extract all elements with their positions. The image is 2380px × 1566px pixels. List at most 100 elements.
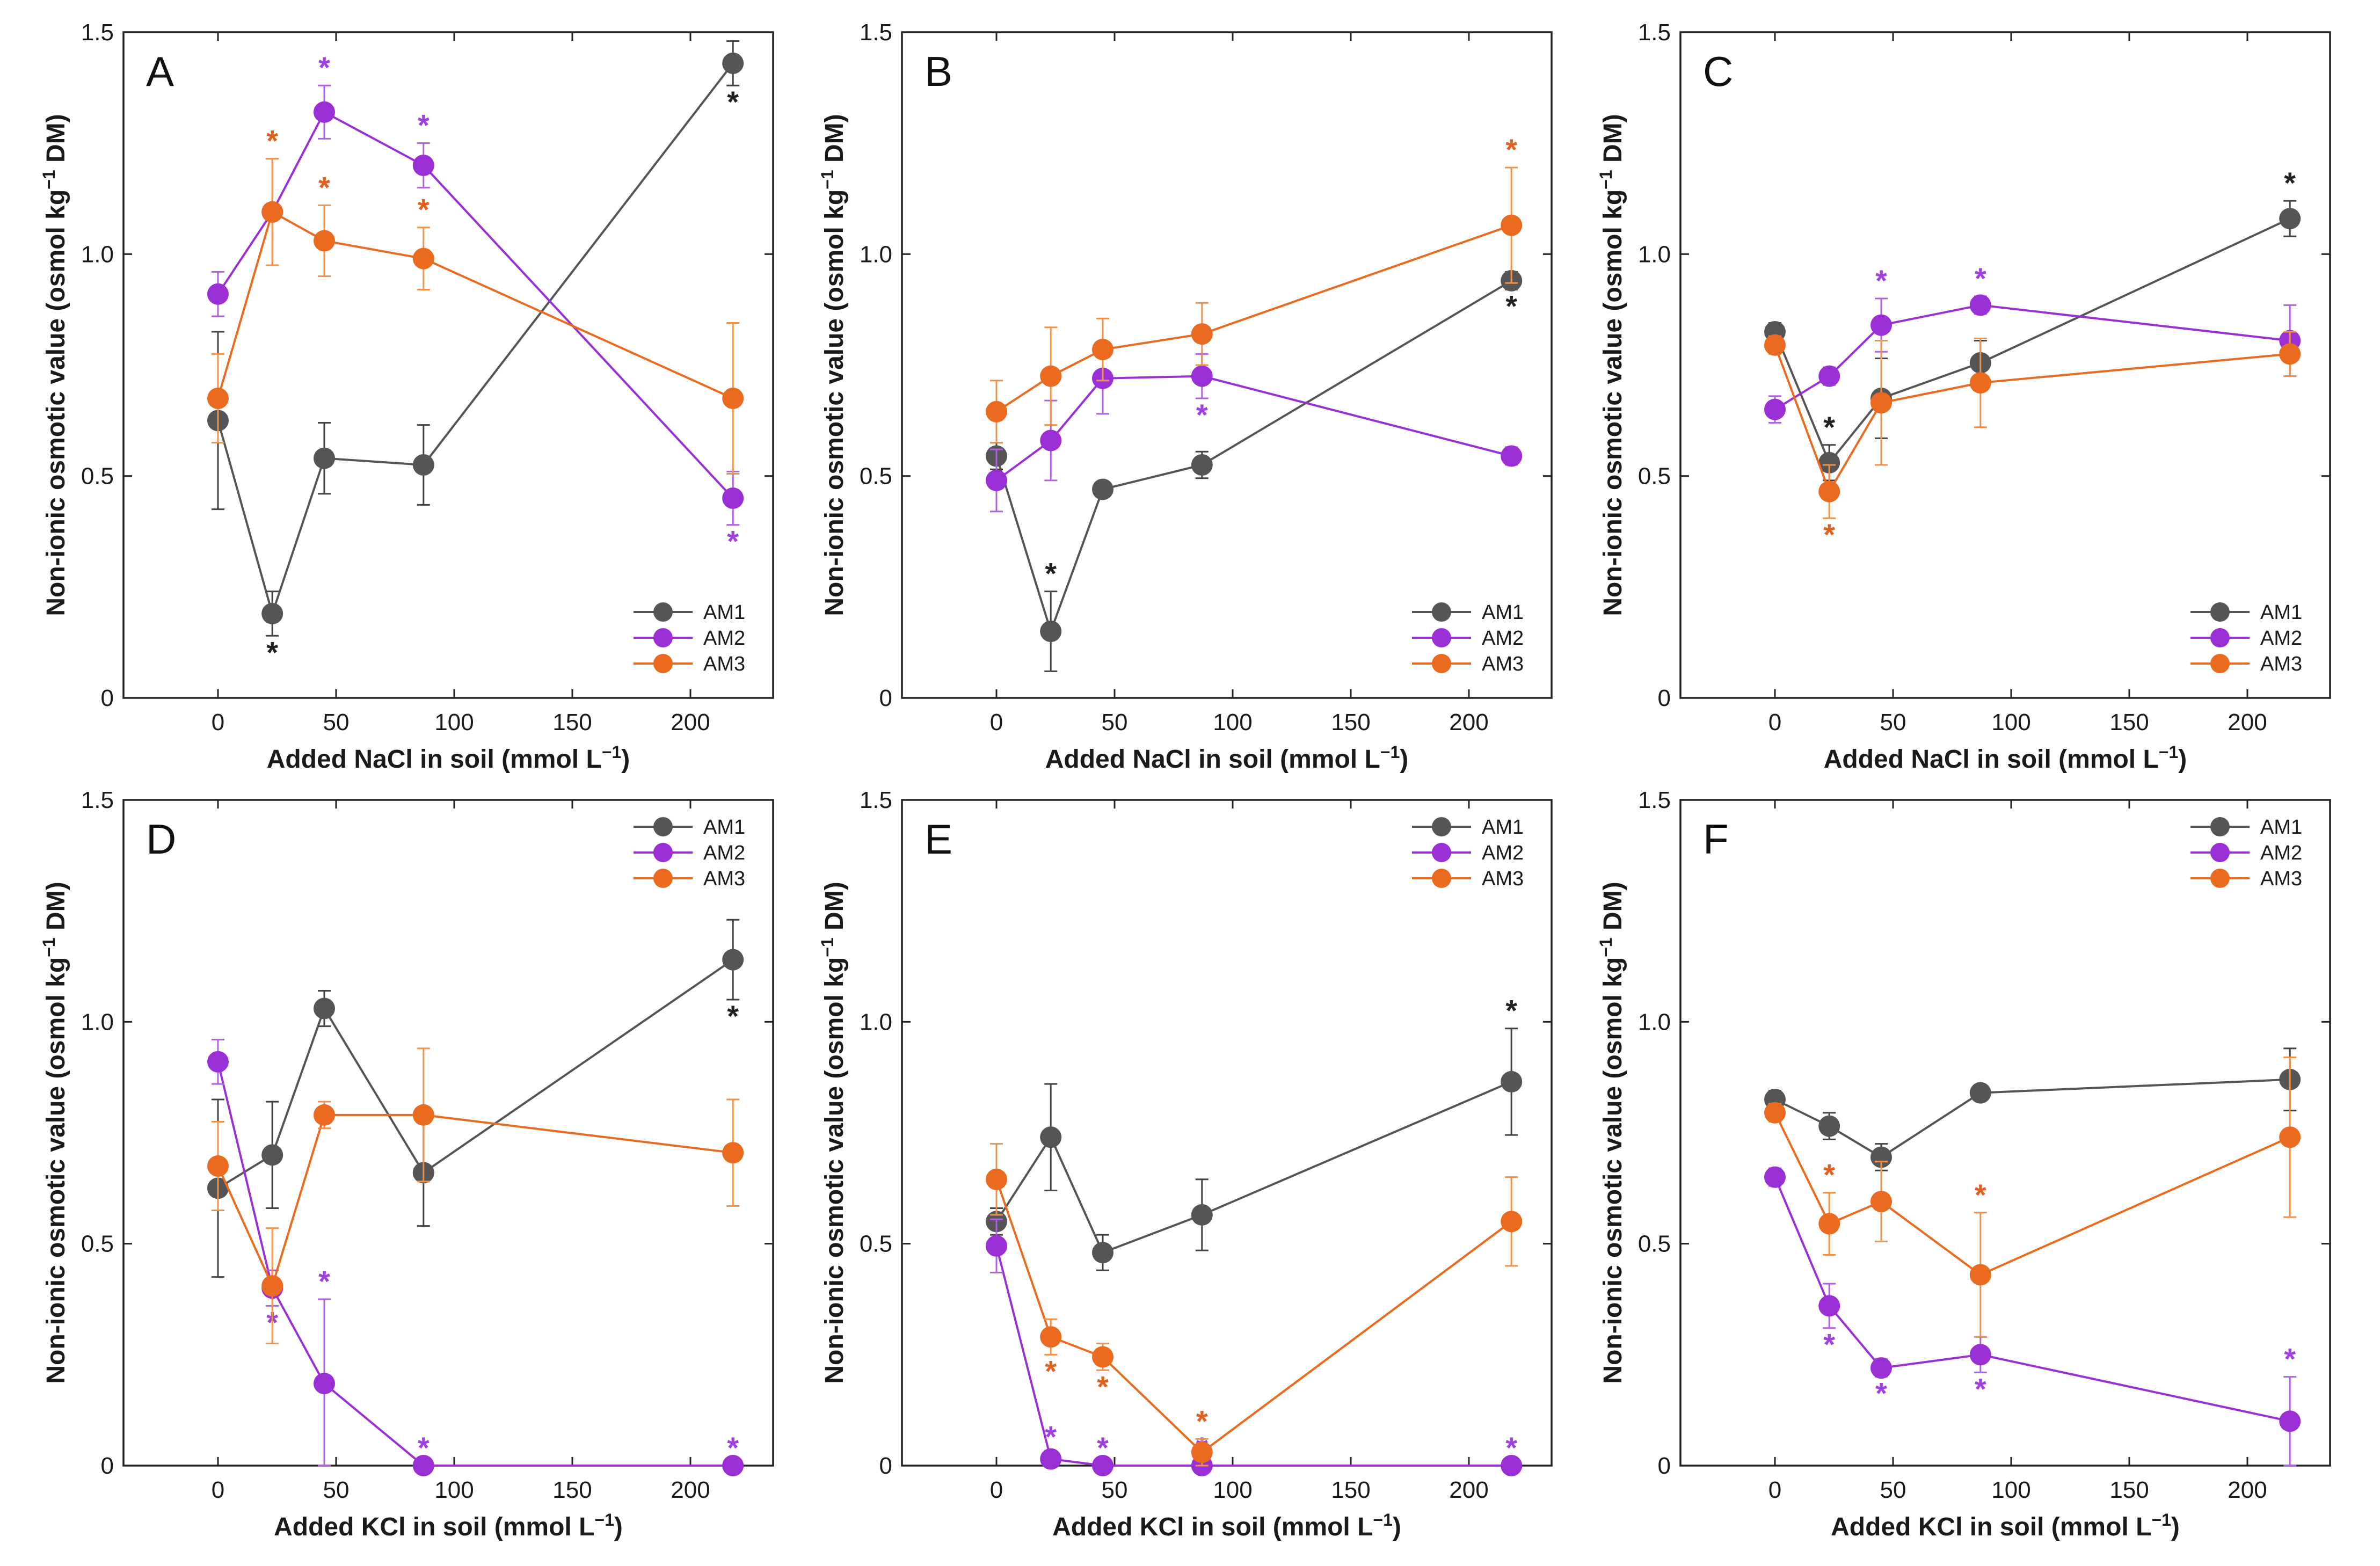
data-point — [986, 1235, 1007, 1257]
x-tick-label: 200 — [2228, 1477, 2267, 1503]
significance-star: * — [1196, 1404, 1208, 1438]
data-point — [1092, 339, 1113, 361]
series-line — [1774, 345, 2290, 494]
x-tick-label: 0 — [212, 709, 224, 735]
y-tick-label: 0.5 — [860, 463, 892, 490]
x-tick-label: 150 — [2109, 1477, 2149, 1503]
data-point — [986, 400, 1007, 423]
series-am2: * * — [1764, 261, 2301, 424]
data-point — [1501, 445, 1523, 467]
y-tick-label: 1.0 — [1638, 241, 1671, 267]
series-am1: * — [986, 994, 1523, 1271]
panel-d: 0 50 100 150 200 0 0.5 1.0 1.5 Added KCl in soil … — [39, 787, 774, 1541]
series-line — [995, 280, 1512, 635]
data-point — [1969, 372, 1991, 394]
series-am3: * * * — [207, 124, 744, 475]
significance-star: * — [318, 170, 330, 204]
legend-label: AM2 — [1482, 627, 1524, 650]
data-point — [986, 1168, 1007, 1190]
data-point — [1818, 365, 1840, 387]
x-tick-label: 0 — [1768, 1477, 1781, 1503]
panel-label: B — [925, 48, 952, 95]
plot-frame — [1679, 31, 2331, 699]
data-point — [1092, 1346, 1113, 1368]
y-tick-label: 0 — [1658, 1453, 1671, 1479]
y-tick-label: 1.5 — [860, 19, 892, 46]
series-line — [995, 375, 1512, 482]
y-tick-label: 0 — [101, 685, 114, 711]
y-tick-label: 0.5 — [1638, 1231, 1671, 1257]
data-point — [412, 1455, 434, 1476]
significance-star: * — [418, 108, 430, 142]
data-point — [1191, 365, 1213, 387]
x-axis-title: Added NaCl in soil (mmol L−1) — [267, 742, 630, 774]
legend-swatch-marker — [2210, 869, 2230, 888]
x-tick-label: 200 — [671, 1477, 710, 1503]
data-point — [1818, 480, 1840, 502]
x-tick-label: 0 — [990, 709, 1003, 735]
data-point — [314, 1104, 335, 1126]
significance-star: * — [727, 999, 739, 1033]
plot-frame — [1679, 799, 2331, 1467]
series-am2: * * * — [207, 50, 744, 558]
significance-star: * — [727, 85, 739, 119]
legend-swatch-marker — [653, 628, 673, 647]
legend: AM1 AM2 AM3 — [634, 601, 745, 675]
data-point — [722, 52, 744, 74]
data-point — [1969, 1344, 1991, 1366]
legend-label: AM3 — [2260, 653, 2302, 675]
series-am1: ** — [1764, 166, 2301, 482]
panel-label: C — [1703, 48, 1733, 95]
data-point — [1040, 429, 1062, 451]
x-tick-label: 150 — [2109, 709, 2149, 735]
significance-star: * — [727, 1431, 739, 1465]
data-point — [1092, 478, 1113, 500]
significance-star: * — [266, 124, 278, 158]
x-tick-label: 200 — [671, 709, 710, 735]
x-tick-label: 100 — [1991, 709, 2030, 735]
data-point — [2279, 1126, 2301, 1148]
data-point — [1191, 323, 1213, 345]
x-tick-label: 150 — [1331, 1477, 1370, 1503]
y-tick-label: 0 — [879, 685, 892, 711]
series-am2: * * * * — [1764, 1166, 2301, 1467]
y-tick-label: 1.0 — [81, 241, 114, 267]
series-line — [217, 210, 734, 399]
legend-label: AM3 — [703, 653, 745, 675]
y-tick-label: 1.0 — [81, 1009, 114, 1035]
panel-e: 0 50 100 150 200 0 0.5 1.0 1.5 Added KCl in soil … — [818, 787, 1553, 1541]
y-axis-title: Non-ionic osmotic value (osmol kg−1 DM) — [1596, 114, 1627, 616]
data-point — [261, 1144, 283, 1166]
series-am1: ** — [207, 40, 744, 669]
legend-swatch-marker — [1432, 817, 1451, 836]
legend-label: AM1 — [2260, 816, 2302, 839]
data-point — [722, 487, 744, 509]
series-line — [995, 224, 1512, 413]
significance-star: * — [1045, 1354, 1057, 1388]
y-tick-label: 0 — [1658, 685, 1671, 711]
panel-label: F — [1703, 815, 1729, 863]
significance-star: * — [1823, 410, 1835, 444]
significance-star: * — [266, 635, 278, 669]
panel-label: D — [146, 815, 176, 863]
data-point — [314, 101, 335, 123]
y-tick-label: 0.5 — [81, 463, 114, 490]
series-line — [217, 958, 734, 1190]
legend-swatch-marker — [653, 602, 673, 622]
legend: AM1 AM2 AM3 — [2190, 816, 2302, 890]
x-tick-label: 200 — [1449, 1477, 1488, 1503]
data-point — [314, 230, 335, 252]
legend-label: AM3 — [1482, 653, 1524, 675]
data-point — [207, 1051, 229, 1073]
x-tick-label: 0 — [990, 1477, 1003, 1503]
series-am3: * — [986, 133, 1523, 444]
significance-star: * — [1097, 1370, 1109, 1403]
legend-label: AM3 — [1482, 868, 1524, 890]
y-tick-label: 0 — [101, 1453, 114, 1479]
data-point — [722, 1455, 744, 1476]
series-line — [1774, 304, 2290, 411]
legend-swatch-marker — [1432, 628, 1451, 647]
series-line — [217, 1113, 733, 1289]
panel-f: 0 50 100 150 200 0 0.5 1.0 1.5 Added KCl in soil … — [1596, 787, 2331, 1541]
y-axis-title: Non-ionic osmotic value (osmol kg−1 DM) — [818, 882, 849, 1383]
